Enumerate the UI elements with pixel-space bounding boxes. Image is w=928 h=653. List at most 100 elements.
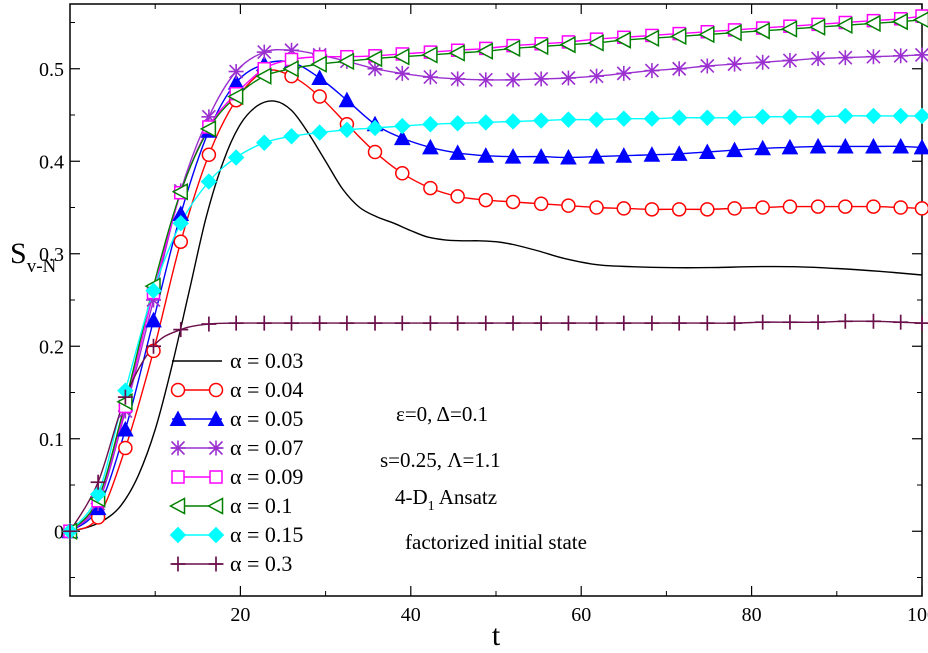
x-tick-label: 20 <box>230 604 250 626</box>
data-point-marker <box>533 315 549 331</box>
x-tick-label: 100 <box>907 604 928 626</box>
data-point-marker <box>367 315 383 331</box>
data-point-marker <box>644 63 660 79</box>
data-point-marker <box>560 315 576 331</box>
data-point-marker <box>837 107 854 125</box>
data-point-marker <box>312 89 327 104</box>
annotation-s-lambda: s=0.25, Λ=1.1 <box>380 448 501 472</box>
data-point-marker <box>476 42 494 60</box>
data-point-marker <box>837 50 853 66</box>
data-point-marker <box>913 138 928 155</box>
series-markers <box>60 9 928 541</box>
data-point-marker <box>118 440 133 456</box>
data-point-marker <box>421 46 438 64</box>
data-point-marker <box>643 110 661 127</box>
x-axis-title: t <box>492 619 501 652</box>
data-point-marker <box>671 315 687 331</box>
data-point-marker <box>914 315 928 331</box>
data-point-marker <box>422 315 438 331</box>
series-line <box>69 100 923 532</box>
data-point-marker <box>561 198 576 213</box>
data-point-marker <box>117 420 134 437</box>
data-point-marker <box>700 202 715 217</box>
legend-label: α = 0.3 <box>230 551 292 576</box>
data-point-marker <box>727 315 743 331</box>
data-point-marker <box>589 68 605 84</box>
data-point-marker <box>891 12 908 31</box>
data-point-marker <box>781 138 799 155</box>
data-point-marker <box>893 200 908 215</box>
data-point-marker <box>698 25 715 44</box>
data-point-marker <box>808 18 826 36</box>
annotations: ε=0, Δ=0.1 s=0.25, Λ=1.1 4-D1 Ansatz fac… <box>380 402 587 554</box>
data-point-marker <box>670 145 688 161</box>
data-point-marker <box>394 117 411 135</box>
data-point-marker <box>228 315 244 331</box>
data-point-marker <box>173 322 189 338</box>
data-point-marker <box>449 115 466 132</box>
annotation-initial-state: factorized initial state <box>405 530 587 554</box>
data-point-marker <box>727 201 742 216</box>
data-point-marker <box>200 173 218 190</box>
data-point-marker <box>450 189 465 204</box>
data-point-marker <box>532 37 549 56</box>
data-point-marker <box>504 148 522 164</box>
data-point-marker <box>838 199 853 214</box>
data-point-marker <box>893 314 909 330</box>
data-point-marker <box>754 139 772 156</box>
data-point-marker <box>339 315 355 331</box>
data-point-marker <box>643 146 661 162</box>
data-point-marker <box>90 474 106 490</box>
data-point-marker <box>753 22 770 40</box>
legend-label: α = 0.05 <box>230 406 303 431</box>
data-point-marker <box>311 69 328 85</box>
legend-label: α = 0.04 <box>230 377 303 402</box>
annotation-ansatz: 4-D1 Ansatz <box>395 485 497 514</box>
data-point-marker <box>644 315 660 331</box>
data-point-marker <box>172 215 189 232</box>
data-point-marker <box>615 110 633 127</box>
data-point-marker <box>670 109 688 126</box>
data-point-marker <box>478 72 494 88</box>
data-point-marker <box>754 108 771 126</box>
legend-marker <box>208 556 224 572</box>
data-point-marker <box>893 48 909 64</box>
data-point-marker <box>914 201 928 216</box>
data-point-marker <box>227 149 245 166</box>
data-point-marker <box>448 44 465 62</box>
data-point-marker <box>616 201 632 216</box>
annotation-ansatz-suffix: Ansatz <box>435 485 497 509</box>
data-point-marker <box>311 124 328 141</box>
data-point-marker <box>532 148 550 164</box>
data-point-marker <box>560 148 577 165</box>
y-axis-title-subscript: v-N <box>27 256 57 277</box>
data-point-marker <box>914 47 928 63</box>
data-point-marker <box>366 119 384 137</box>
data-point-marker <box>284 315 300 331</box>
data-point-marker <box>477 147 495 163</box>
data-point-marker <box>338 121 356 139</box>
data-point-marker <box>912 11 928 28</box>
legend-label: α = 0.07 <box>230 435 303 460</box>
data-point-marker <box>201 147 217 163</box>
data-point-marker <box>865 137 882 154</box>
data-point-marker <box>836 16 853 35</box>
data-point-marker <box>477 114 494 131</box>
data-point-marker <box>866 199 881 214</box>
data-point-marker <box>393 47 410 66</box>
data-point-marker <box>782 199 798 214</box>
data-point-marker <box>699 58 715 74</box>
legend-marker <box>209 470 223 484</box>
y-tick-label: 0.2 <box>39 336 64 358</box>
data-point-marker <box>755 54 771 70</box>
data-point-marker <box>533 196 549 212</box>
data-point-marker <box>338 91 356 108</box>
y-tick-label: 0.4 <box>39 151 64 173</box>
annotation-ansatz-subscript: 1 <box>428 499 435 514</box>
legend-marker <box>170 440 186 456</box>
legend-marker <box>169 526 187 544</box>
data-point-marker <box>422 116 439 133</box>
data-point-marker <box>505 72 521 88</box>
data-point-marker <box>201 316 217 332</box>
